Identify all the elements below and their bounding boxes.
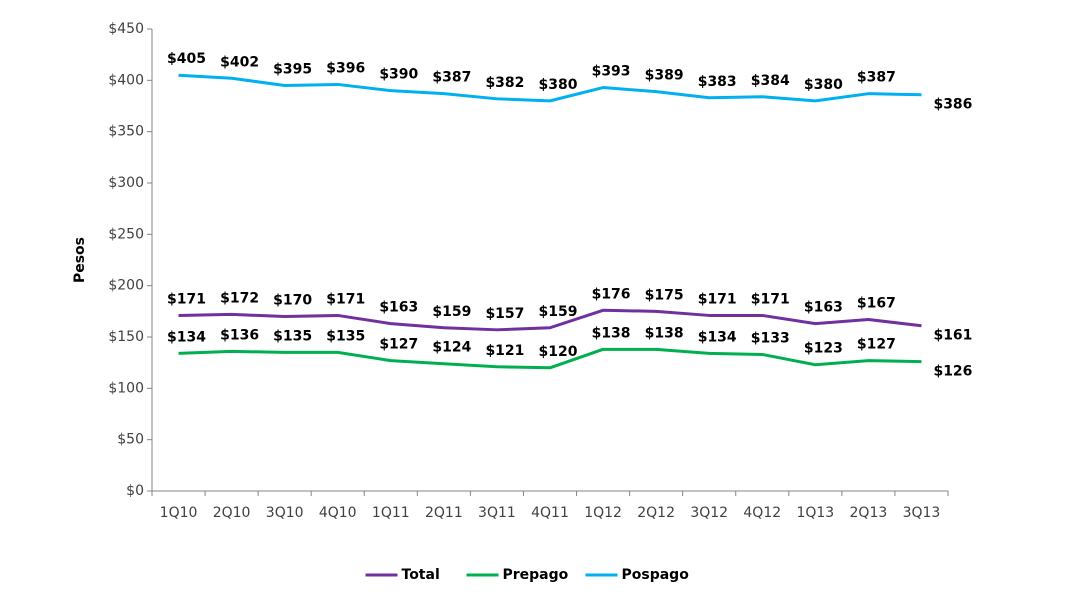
value-label: $384 — [751, 73, 790, 89]
value-label: $121 — [485, 343, 524, 359]
value-label: $380 — [804, 77, 843, 93]
value-label: $175 — [645, 287, 684, 303]
series-line — [178, 308, 922, 332]
value-label: $396 — [326, 60, 365, 76]
x-tick-label: 2Q13 — [850, 505, 888, 521]
series-line — [178, 347, 922, 370]
value-label: $135 — [273, 328, 312, 344]
x-tick-label: 3Q12 — [690, 505, 728, 521]
value-label: $405 — [167, 51, 206, 67]
value-label: $167 — [857, 296, 896, 312]
legend-label: Prepago — [503, 567, 569, 583]
value-label: $171 — [326, 291, 365, 307]
y-tick-label: $200 — [108, 278, 144, 294]
x-tick-label: 4Q10 — [319, 505, 357, 521]
value-label: $127 — [857, 337, 896, 353]
value-label: $389 — [645, 68, 684, 84]
x-tick-label: 1Q11 — [372, 505, 410, 521]
value-label: $171 — [698, 291, 737, 307]
y-axis-label: Pesos — [72, 237, 88, 283]
value-label: $157 — [485, 306, 524, 322]
x-tick-label: 2Q11 — [425, 505, 463, 521]
value-label: $134 — [698, 329, 737, 345]
value-label: $135 — [326, 328, 365, 344]
value-label: $159 — [432, 304, 471, 320]
value-label: $159 — [539, 304, 578, 320]
value-label: $172 — [220, 290, 259, 306]
y-tick-label: $350 — [108, 124, 144, 140]
x-tick-label: 1Q12 — [584, 505, 622, 521]
value-label: $395 — [273, 61, 312, 77]
value-label: $402 — [220, 54, 259, 70]
y-tick-label: $300 — [108, 175, 144, 191]
x-tick-label: 1Q10 — [160, 505, 198, 521]
value-label: $387 — [857, 70, 896, 86]
y-tick-label: $450 — [108, 21, 144, 37]
value-label: $171 — [167, 291, 206, 307]
x-tick-label: 2Q10 — [213, 505, 251, 521]
x-tick-label: 3Q11 — [478, 505, 516, 521]
x-tick-label: 2Q12 — [637, 505, 675, 521]
value-label: $124 — [432, 340, 471, 356]
value-label: $133 — [751, 330, 790, 346]
value-label: $387 — [432, 70, 471, 86]
value-label: $161 — [933, 328, 972, 344]
value-label: $134 — [167, 329, 206, 345]
series-line — [178, 73, 922, 103]
value-label: $171 — [751, 291, 790, 307]
value-label: $136 — [220, 327, 259, 343]
value-label: $176 — [592, 286, 631, 302]
legend-label: Total — [402, 567, 440, 583]
y-tick-label: $0 — [126, 483, 144, 499]
value-label: $120 — [539, 344, 578, 360]
x-tick-label: 4Q11 — [531, 505, 569, 521]
value-label: $380 — [539, 77, 578, 93]
value-label: $383 — [698, 74, 737, 90]
value-label: $393 — [592, 64, 631, 80]
x-tick-label: 3Q10 — [266, 505, 304, 521]
value-label: $390 — [379, 67, 418, 83]
value-label: $123 — [804, 341, 843, 357]
x-tick-label: 3Q13 — [903, 505, 941, 521]
value-label: $386 — [933, 97, 972, 113]
value-label: $127 — [379, 337, 418, 353]
x-tick-label: 1Q13 — [796, 505, 834, 521]
value-label: $382 — [485, 75, 524, 91]
value-label: $163 — [804, 300, 843, 316]
value-label: $163 — [379, 300, 418, 316]
value-label: $138 — [592, 325, 631, 341]
value-label: $138 — [645, 325, 684, 341]
y-tick-label: $150 — [108, 329, 144, 345]
y-tick-label: $400 — [108, 72, 144, 88]
y-tick-label: $100 — [108, 380, 144, 396]
y-tick-label: $250 — [108, 226, 144, 242]
y-tick-label: $50 — [117, 432, 144, 448]
legend-label: Pospago — [622, 567, 690, 583]
value-label: $126 — [933, 364, 972, 380]
value-label: $170 — [273, 292, 312, 308]
x-tick-label: 4Q12 — [743, 505, 781, 521]
